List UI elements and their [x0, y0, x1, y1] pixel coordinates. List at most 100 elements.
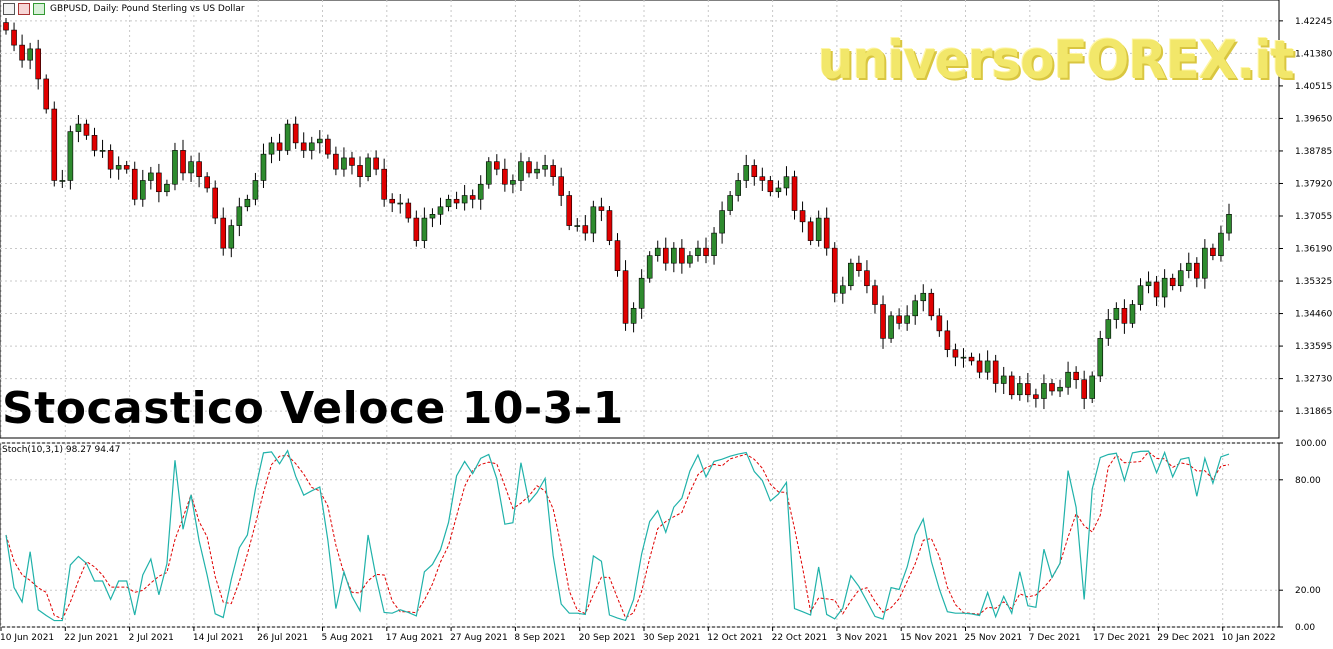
candle-body	[864, 270, 870, 287]
overlay-title: Stocastico Veloce 10-3-1	[2, 383, 624, 434]
candle-body	[662, 247, 669, 264]
candle-body	[888, 315, 894, 339]
candle-body	[1113, 307, 1120, 320]
candle-body	[260, 153, 267, 181]
candle-body	[646, 255, 653, 279]
candle-body	[606, 210, 613, 241]
candle-body	[357, 165, 363, 178]
candle-body	[413, 217, 420, 241]
candle-body	[687, 255, 693, 264]
candle-body	[308, 142, 315, 151]
x-tick-label: 26 Jul 2021	[257, 633, 308, 643]
x-tick-label: 12 Oct 2021	[707, 633, 763, 643]
candle-body	[1137, 285, 1144, 305]
window-icon[interactable]	[3, 3, 15, 15]
candle-body	[421, 217, 428, 241]
candle-body	[196, 161, 202, 178]
candle-body	[960, 356, 967, 359]
candle-body	[1210, 247, 1216, 256]
y-tick-label: 1.36190	[1295, 245, 1332, 255]
candle-body	[880, 304, 886, 339]
x-tick-label: 2 Jul 2021	[129, 633, 174, 643]
candle-body	[872, 285, 878, 305]
candle-body	[365, 157, 371, 178]
candle-body	[1049, 383, 1055, 392]
candle-body	[671, 247, 677, 264]
candle-body	[107, 150, 114, 170]
candle-body	[1177, 270, 1184, 287]
x-tick-label: 27 Aug 2021	[450, 633, 508, 643]
candle-body	[1065, 371, 1071, 388]
candle-body	[807, 221, 814, 241]
candle-body	[839, 285, 846, 294]
x-tick-label: 17 Aug 2021	[386, 633, 444, 643]
chart-header: GBPUSD, Daily: Pound Sterling vs US Doll…	[0, 0, 245, 18]
candle-body	[405, 202, 412, 219]
candle-body	[791, 176, 798, 211]
candle-body	[992, 360, 999, 384]
candle-body	[276, 142, 283, 151]
candle-body	[212, 187, 218, 219]
y-tick-label: 1.38785	[1295, 147, 1332, 157]
candle-body	[1097, 338, 1104, 377]
candle-body	[582, 225, 589, 234]
candle-body	[574, 225, 581, 227]
candle-body	[494, 161, 500, 170]
y-tick-label: 1.42245	[1295, 17, 1332, 27]
candle-body	[984, 360, 991, 373]
candle-body	[1185, 262, 1192, 271]
x-tick-label: 25 Nov 2021	[965, 633, 1023, 643]
candle-body	[510, 180, 516, 185]
candle-body	[920, 292, 927, 302]
candle-body	[703, 247, 709, 256]
candle-body	[292, 123, 299, 144]
candle-body	[743, 165, 750, 181]
candle-body	[767, 180, 774, 193]
candle-body	[204, 176, 210, 189]
candle-body	[341, 157, 347, 170]
candle-body	[968, 356, 975, 362]
candle-body	[502, 168, 508, 185]
candle-body	[1129, 304, 1136, 324]
x-tick-label: 8 Sep 2021	[514, 633, 565, 643]
y-tick-label: 1.39650	[1295, 114, 1332, 124]
candle-body	[228, 225, 235, 249]
x-tick-label: 5 Aug 2021	[322, 633, 374, 643]
candle-body	[75, 123, 82, 132]
candle-body	[904, 315, 910, 324]
candle-body	[1073, 371, 1079, 381]
candle-body	[1194, 262, 1200, 279]
buy-icon[interactable]	[33, 3, 45, 15]
candle-body	[912, 300, 919, 317]
candle-body	[397, 202, 404, 205]
candle-body	[598, 206, 605, 211]
candle-body	[1017, 383, 1023, 396]
y-tick-label: 1.34460	[1295, 310, 1332, 320]
candle-body	[325, 138, 331, 155]
candle-body	[590, 206, 597, 234]
y-tick-label: 1.41380	[1295, 49, 1332, 59]
candle-body	[614, 240, 621, 271]
y-tick-label: 1.37055	[1295, 212, 1332, 222]
x-tick-label: 3 Nov 2021	[836, 633, 888, 643]
candle-body	[679, 247, 685, 264]
candle-body	[1161, 277, 1168, 298]
candle-body	[453, 198, 460, 204]
candle-body	[1169, 277, 1176, 287]
candle-body	[630, 307, 637, 324]
y-tick-label: 1.31865	[1295, 407, 1332, 417]
sell-icon[interactable]	[18, 3, 30, 15]
candle-body	[566, 195, 573, 226]
candle-body	[389, 198, 396, 204]
candle-body	[67, 131, 74, 181]
candle-body	[164, 183, 170, 193]
candle-body	[1081, 379, 1087, 399]
candle-body	[783, 176, 790, 189]
candle-body	[469, 195, 476, 200]
stoch-main-line	[5, 449, 1230, 622]
candle-body	[1041, 383, 1047, 399]
candle-body	[59, 180, 66, 182]
candle-body	[654, 247, 661, 256]
